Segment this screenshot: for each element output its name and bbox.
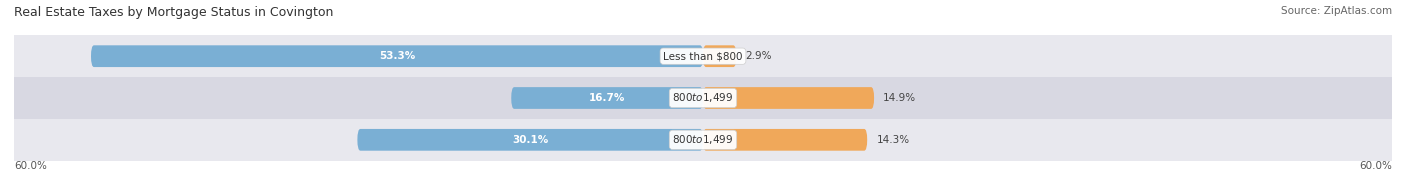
Bar — [14, 77, 1392, 119]
FancyBboxPatch shape — [357, 129, 703, 151]
FancyBboxPatch shape — [703, 87, 875, 109]
FancyBboxPatch shape — [703, 45, 737, 67]
Text: 14.9%: 14.9% — [883, 93, 917, 103]
FancyBboxPatch shape — [703, 129, 868, 151]
Text: 53.3%: 53.3% — [378, 51, 415, 61]
Text: $800 to $1,499: $800 to $1,499 — [672, 133, 734, 146]
Text: 16.7%: 16.7% — [589, 93, 626, 103]
Text: 30.1%: 30.1% — [512, 135, 548, 145]
Text: Source: ZipAtlas.com: Source: ZipAtlas.com — [1281, 6, 1392, 16]
Text: 14.3%: 14.3% — [876, 135, 910, 145]
Text: 60.0%: 60.0% — [14, 161, 46, 171]
FancyBboxPatch shape — [91, 45, 703, 67]
Legend: Without Mortgage, With Mortgage: Without Mortgage, With Mortgage — [588, 193, 818, 196]
FancyBboxPatch shape — [512, 87, 703, 109]
Bar — [14, 35, 1392, 77]
Text: Less than $800: Less than $800 — [664, 51, 742, 61]
Text: 60.0%: 60.0% — [1360, 161, 1392, 171]
Text: Real Estate Taxes by Mortgage Status in Covington: Real Estate Taxes by Mortgage Status in … — [14, 6, 333, 19]
Bar — [14, 119, 1392, 161]
Text: $800 to $1,499: $800 to $1,499 — [672, 92, 734, 104]
Text: 2.9%: 2.9% — [745, 51, 772, 61]
